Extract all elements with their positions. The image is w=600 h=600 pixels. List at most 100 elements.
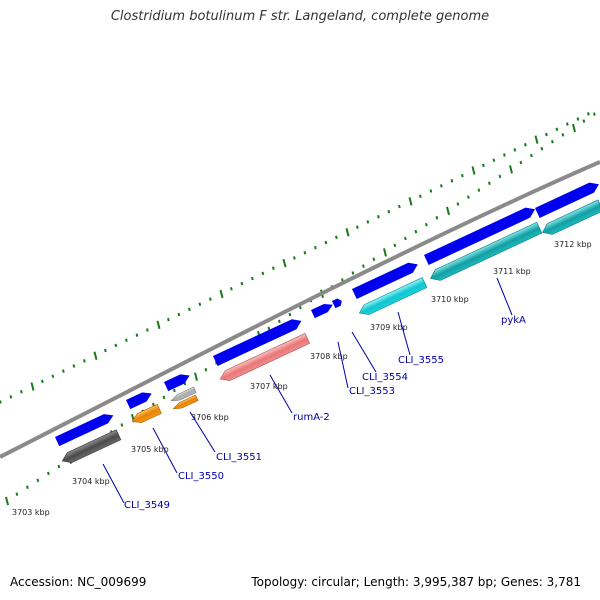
minor-tick <box>125 338 128 343</box>
gene-label[interactable]: rumA-2 <box>293 412 330 423</box>
minor-tick <box>377 215 380 219</box>
major-tick <box>282 258 287 268</box>
gene-labels: CLI_3549 CLI_3550 CLI_3551 rumA-2 CLI_3553 CL… <box>102 277 526 511</box>
gene-label[interactable]: CLI_3555 <box>398 355 444 366</box>
cds-arrow[interactable] <box>164 371 192 392</box>
minor-tick <box>104 348 107 353</box>
minor-tick <box>299 305 302 310</box>
major-tick <box>383 248 387 257</box>
gene-label[interactable]: CLI_3550 <box>178 471 224 482</box>
minor-tick <box>0 400 2 404</box>
minor-tick <box>177 312 181 317</box>
minor-tick <box>429 189 433 193</box>
minor-tick <box>57 464 61 469</box>
minor-tick <box>566 122 569 126</box>
gene-leader-line <box>337 341 349 389</box>
gene-leader-line <box>496 277 513 316</box>
tick-label: 3705 kbp <box>131 445 169 454</box>
cds-arrow[interactable] <box>332 297 344 309</box>
major-tick <box>572 123 576 133</box>
minor-tick <box>293 256 296 260</box>
tick-label: 3710 kbp <box>431 295 469 304</box>
minor-tick <box>545 132 548 137</box>
minor-tick <box>435 216 439 220</box>
minor-tick <box>519 160 523 165</box>
gene-bar-cyan[interactable] <box>357 277 428 318</box>
minor-tick <box>251 276 254 281</box>
accession-text: Accession: NC_009699 <box>10 575 147 589</box>
gene-leader-line <box>189 411 216 453</box>
major-tick <box>5 496 9 506</box>
gene-bar-orange[interactable] <box>130 403 162 426</box>
minor-tick <box>372 257 376 261</box>
cds-arrow[interactable] <box>213 316 304 366</box>
gene-leader-line <box>152 427 178 474</box>
minor-tick <box>467 195 470 199</box>
minor-tick <box>135 333 139 337</box>
major-tick <box>471 166 476 175</box>
minor-tick <box>114 343 118 348</box>
cds-arrow[interactable] <box>311 301 335 319</box>
minor-tick <box>272 266 275 270</box>
cds-arrow[interactable] <box>535 179 600 218</box>
minor-tick <box>83 359 86 363</box>
minor-tick <box>404 236 407 241</box>
gene-bar-light-gray[interactable] <box>170 386 197 403</box>
gene-leader-line <box>397 311 411 356</box>
gene-bar-orange[interactable] <box>172 394 199 411</box>
minor-tick <box>488 181 491 185</box>
minor-tick <box>198 302 202 306</box>
minor-tick <box>278 319 281 324</box>
minor-tick <box>492 158 496 162</box>
minor-tick <box>72 364 76 368</box>
minor-tick <box>188 307 191 312</box>
gene-bar-gray[interactable] <box>60 429 122 466</box>
minor-tick <box>120 423 124 427</box>
genome-summary: Topology: circular; Length: 3,995,387 bp… <box>251 575 581 589</box>
gene-label[interactable]: CLI_3549 <box>124 500 170 511</box>
minor-tick <box>419 194 422 198</box>
minor-tick <box>593 112 596 116</box>
cds-arrow[interactable] <box>126 389 154 410</box>
cds-arrow[interactable] <box>55 411 115 447</box>
gene-bar-teal[interactable] <box>540 199 600 238</box>
minor-tick <box>498 174 502 179</box>
minor-tick <box>36 478 40 483</box>
gene-label[interactable]: CLI_3554 <box>362 372 408 383</box>
gene-leader-line <box>102 463 125 504</box>
minor-tick <box>362 264 365 268</box>
minor-tick <box>582 119 586 123</box>
minor-tick <box>530 153 533 158</box>
minor-tick <box>62 369 65 373</box>
tick-label: 3712 kbp <box>554 240 592 249</box>
minor-tick <box>209 297 212 301</box>
major-tick <box>509 165 513 174</box>
tick-label: 3704 kbp <box>72 477 110 486</box>
minor-tick <box>162 395 166 400</box>
minor-tick <box>204 368 208 372</box>
minor-tick <box>513 148 517 152</box>
minor-tick <box>230 287 233 291</box>
minor-tick <box>167 317 170 322</box>
major-tick <box>93 351 98 360</box>
minor-tick <box>267 326 271 331</box>
major-tick <box>408 197 413 206</box>
gene-label[interactable]: pykA <box>501 315 526 326</box>
cds-arrow[interactable] <box>352 259 420 299</box>
minor-tick <box>482 163 485 168</box>
major-tick <box>345 227 350 237</box>
gene-bar-teal[interactable] <box>428 221 543 284</box>
minor-tick <box>393 243 397 248</box>
minor-tick <box>387 209 391 214</box>
minor-tick <box>576 117 580 121</box>
minor-tick <box>456 202 460 206</box>
gene-label[interactable]: CLI_3551 <box>216 452 262 463</box>
gene-label[interactable]: CLI_3553 <box>349 386 395 397</box>
minor-tick <box>555 127 559 132</box>
cds-arrow[interactable] <box>424 204 537 265</box>
gene-bar-pink[interactable] <box>218 333 311 384</box>
gene-leader-line <box>269 374 293 414</box>
minor-tick <box>366 220 370 224</box>
major-tick <box>534 135 539 144</box>
minor-tick <box>152 402 155 407</box>
